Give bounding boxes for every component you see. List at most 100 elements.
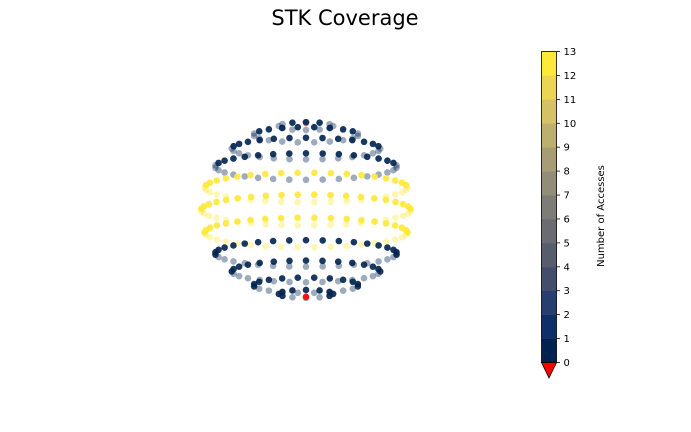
- coverage-point: [230, 242, 237, 249]
- coverage-point: [215, 159, 222, 167]
- colorbar-tick-label: 4: [564, 262, 570, 273]
- colorbar-tick-label: 3: [564, 286, 570, 297]
- coverage-point: [343, 197, 351, 205]
- coverage-point: [371, 218, 378, 225]
- coverage-point: [261, 242, 269, 250]
- coverage-point: [358, 171, 365, 179]
- coverage-point: [221, 256, 228, 263]
- coverage-point: [234, 218, 241, 225]
- coverage-point: [235, 140, 243, 148]
- coverage-point: [247, 193, 255, 201]
- coverage-point: [261, 197, 269, 205]
- coverage-point: [200, 203, 208, 210]
- coverage-point: [302, 263, 310, 270]
- coverage-point: [375, 142, 382, 150]
- coverage-point: [213, 222, 221, 229]
- colorbar-tick-label: 7: [564, 191, 570, 202]
- coverage-point: [348, 259, 356, 267]
- coverage-point: [262, 220, 270, 228]
- coverage-point: [285, 263, 293, 270]
- coverage-point: [310, 191, 318, 199]
- coverage-point: [350, 238, 358, 246]
- coverage-point: [278, 124, 286, 132]
- coverage-point: [326, 138, 334, 145]
- coverage-point: [384, 244, 391, 251]
- coverage-point: [360, 138, 368, 146]
- coverage-point: [363, 240, 371, 247]
- coverage-point: [213, 198, 220, 206]
- coverage-point: [384, 157, 391, 164]
- coverage-point: [349, 128, 357, 135]
- coverage-point: [278, 221, 285, 229]
- coverage-point: [212, 164, 219, 172]
- coverage-point: [213, 236, 221, 243]
- coverage-point: [277, 243, 285, 251]
- coverage-point: [343, 242, 351, 250]
- coverage-point: [310, 289, 318, 297]
- coverage-point: [285, 176, 293, 183]
- colorbar-tick-label: 8: [564, 167, 570, 178]
- coverage-point: [261, 170, 269, 178]
- coverage-point: [289, 126, 296, 133]
- coverage-point: [319, 176, 327, 183]
- coverage-point: [390, 159, 397, 167]
- colorbar-block: [541, 123, 557, 148]
- colorbar-tick-label: 12: [564, 71, 577, 82]
- coverage-point: [319, 278, 326, 286]
- coverage-point: [285, 237, 293, 244]
- coverage-point: [244, 274, 252, 282]
- coverage-point: [393, 164, 400, 172]
- coverage-point: [369, 140, 377, 148]
- coverage-point: [277, 169, 285, 177]
- coverage-point: [391, 222, 399, 229]
- coverage-point: [327, 243, 335, 251]
- coverage-point: [247, 216, 254, 224]
- coverage-point: [302, 286, 310, 294]
- coverage-point: [319, 150, 327, 157]
- coverage-point: [261, 215, 269, 223]
- coverage-point: [256, 136, 264, 144]
- coverage-point: [302, 257, 310, 264]
- coverage-point: [222, 238, 230, 245]
- coverage-point: [294, 139, 302, 146]
- coverage-point: [390, 246, 397, 254]
- coverage-point: [302, 118, 310, 126]
- colorbar-block: [541, 242, 557, 268]
- coverage-point: [230, 265, 237, 273]
- coverage-point: [254, 151, 262, 159]
- coverage-point: [250, 130, 258, 137]
- coverage-point: [294, 123, 302, 131]
- coverage-point: [342, 220, 350, 228]
- coverage-point: [375, 242, 382, 249]
- coverage-point: [302, 134, 310, 142]
- colorbar-block: [541, 171, 557, 196]
- coverage-point: [354, 130, 362, 137]
- coverage-point: [206, 179, 214, 187]
- coverage-point: [205, 212, 213, 220]
- coverage-point: [398, 179, 406, 187]
- coverage-point: [286, 155, 293, 163]
- coverage-point: [384, 256, 391, 263]
- colorbar-tick-label: 6: [564, 214, 570, 225]
- coverage-point: [294, 274, 302, 281]
- coverage-point: [302, 126, 310, 134]
- coverage-point: [222, 175, 230, 182]
- colorbar-tick-label: 13: [564, 47, 577, 58]
- coverage-point: [357, 193, 365, 201]
- coverage-point: [269, 175, 277, 183]
- coverage-point: [369, 149, 377, 157]
- coverage-point: [302, 236, 310, 244]
- coverage-point: [289, 294, 296, 301]
- coverage-point: [206, 233, 214, 241]
- coverage-point: [363, 173, 371, 180]
- coverage-point: [391, 236, 399, 243]
- coverage-point: [247, 171, 254, 179]
- coverage-point: [254, 174, 262, 182]
- coverage-point: [391, 191, 399, 198]
- coverage-point: [398, 224, 406, 231]
- coverage-point: [311, 169, 318, 177]
- coverage-point: [241, 240, 249, 247]
- coverage-point: [319, 257, 326, 265]
- coverage-point: [370, 195, 378, 202]
- coverage-point: [343, 215, 351, 223]
